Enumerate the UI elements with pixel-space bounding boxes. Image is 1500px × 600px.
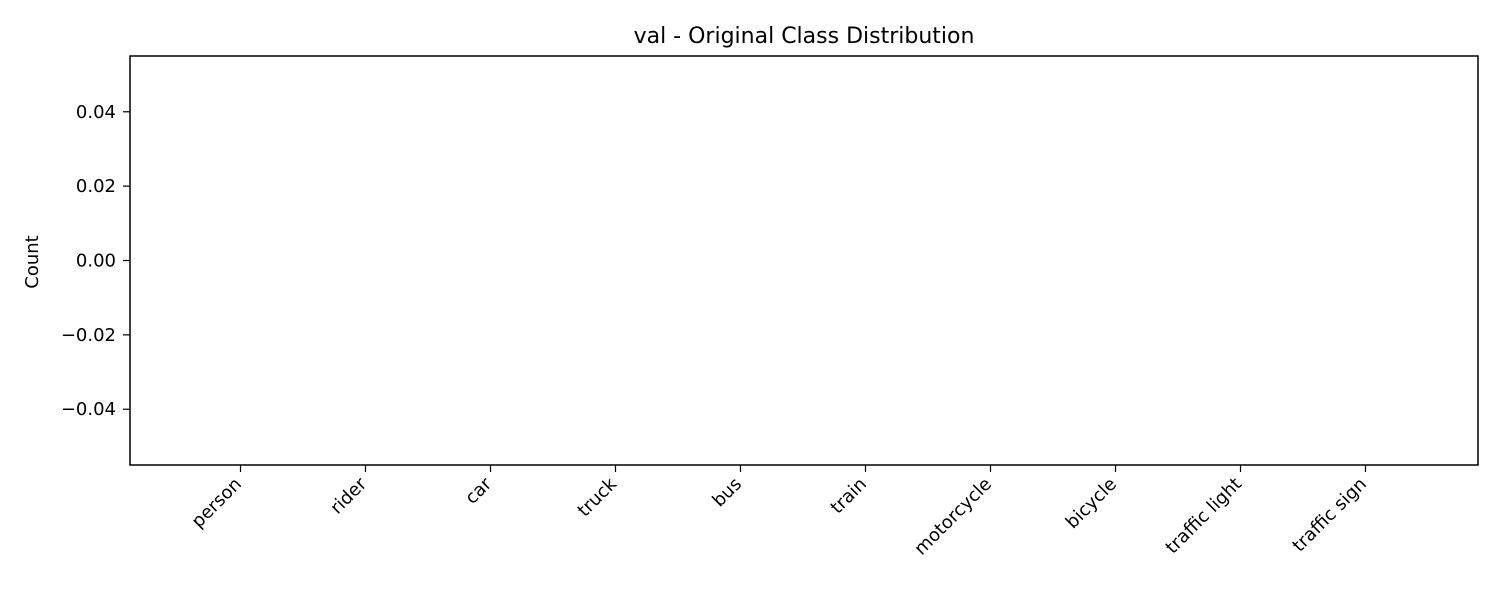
x-tick-label: bicycle [1062,474,1121,533]
x-axis: person rider car truck bus train motorcycle bic… [188,465,1371,559]
y-tick-label: 0.04 [76,102,116,123]
y-axis-label: Count [22,235,43,288]
x-tick-label: traffic sign [1288,474,1371,557]
plot-frame [129,55,1479,466]
x-tick-label: person [188,474,246,532]
x-tick-label: motorcycle [910,474,996,560]
y-tick-label: 0.00 [76,251,116,272]
chart-title: val - Original Class Distribution [634,24,975,49]
x-tick-label: bus [708,474,746,512]
y-tick-label: 0.02 [76,176,116,197]
x-tick-label: train [827,474,871,518]
y-tick-label: −0.02 [61,325,116,346]
y-tick-label: −0.04 [61,399,116,420]
x-tick-label: truck [574,473,622,521]
x-tick-label: traffic light [1162,474,1246,558]
y-axis: 0.04 0.02 0.00 −0.02 −0.04 [61,102,130,420]
x-tick-label: rider [326,473,371,518]
x-tick-label: car [461,473,496,508]
